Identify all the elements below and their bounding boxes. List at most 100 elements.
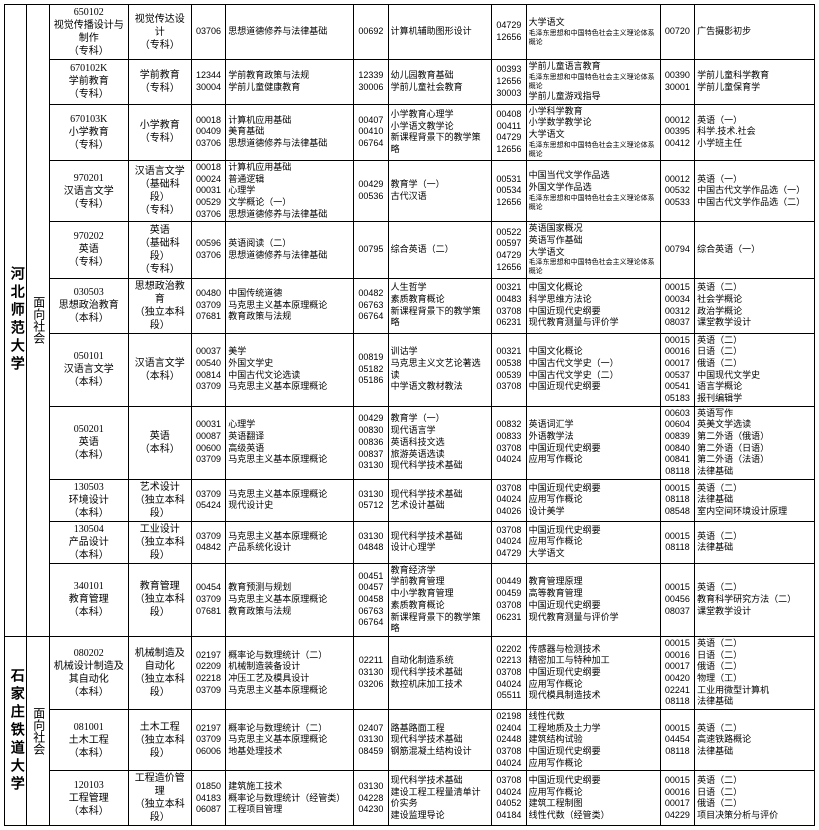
course-names-2: 现代科学技术基础建设工程工程量清单计价实务建设监理导论 bbox=[388, 771, 492, 826]
course-codes-4: 00720 bbox=[660, 5, 695, 60]
course-codes-1: 1234430004 bbox=[191, 60, 226, 105]
course-names-3: 线性代数工程地质及土力学建筑结构试验中国近现代史纲要应用写作概论 bbox=[526, 710, 660, 771]
major-cell: 050101汉语言文学（本科） bbox=[49, 333, 128, 406]
major-cell: 050201英语（本科） bbox=[49, 406, 128, 479]
course-names-2: 路基路面工程现代科学技术基础钢筋混凝土结构设计 bbox=[388, 710, 492, 771]
course-codes-2: 031300422804230 bbox=[354, 771, 389, 826]
course-names-3: 教育管理原理高等教育管理中国近现代史纲要现代教育测量与评价学 bbox=[526, 563, 660, 636]
track-cell: 汉语言文学（基础科段）（专科） bbox=[128, 160, 191, 221]
course-codes-3: 00321004830370806231 bbox=[492, 278, 527, 333]
course-names-2: 教育学（一）现代语言学英语科技文选旅游英语选读现代科学技术基础 bbox=[388, 406, 492, 479]
course-names-1: 中国传统道德马克思主义基本原理概论教育政策与法规 bbox=[226, 278, 354, 333]
course-names-1: 建筑施工技术概率论与数理统计（经管类）工程项目管理 bbox=[226, 771, 354, 826]
track-cell: 思想政治教育（独立本科段） bbox=[128, 278, 191, 333]
major-cell: 030503思想政治教育（本科） bbox=[49, 278, 128, 333]
course-names-4: 英语（二）日语（二）俄语（二）中国现代文学史语言学概论报刊编辑学 bbox=[695, 333, 815, 406]
table-row: 340101教育管理（本科）教育管理（独立本科段）004540370907681… bbox=[5, 563, 815, 636]
major-cell: 970202英语（专科） bbox=[49, 222, 128, 278]
course-codes-4: 000120039500412 bbox=[660, 104, 695, 160]
course-codes-4: 00015000340031208037 bbox=[660, 278, 695, 333]
course-codes-1: 00037005400081403709 bbox=[191, 333, 226, 406]
course-codes-3: 00832008330370804024 bbox=[492, 406, 527, 479]
course-names-2: 训诂学马克思主义文艺论著选读中学语文教材教法 bbox=[388, 333, 492, 406]
course-codes-1: 02197022090221803709 bbox=[191, 636, 226, 709]
track-cell: 视觉传达设计（专科） bbox=[128, 5, 191, 60]
course-codes-1: 0059603706 bbox=[191, 222, 226, 278]
course-codes-4: 000150001600017005370054105183 bbox=[660, 333, 695, 406]
course-names-4: 英语（一）中国古代文学作品选（一）中国古代文学作品选（二） bbox=[695, 160, 815, 221]
course-codes-2: 1233930006 bbox=[354, 60, 389, 105]
table-row: 050201英语（本科）英语（本科）00031000870060003709心理… bbox=[5, 406, 815, 479]
track-cell: 学前教育（专科） bbox=[128, 60, 191, 105]
course-codes-2: 004070041006764 bbox=[354, 104, 389, 160]
track-cell: 英语（基础科段）（专科） bbox=[128, 222, 191, 278]
table-row: 670102K学前教育（专科）学前教育（专科）1234430004学前教育政策与… bbox=[5, 60, 815, 105]
course-codes-3: 00449004590370806231 bbox=[492, 563, 527, 636]
course-codes-4: 000150811808548 bbox=[660, 479, 695, 521]
course-codes-4: 000120053200533 bbox=[660, 160, 695, 221]
course-codes-1: 00031000870060003709 bbox=[191, 406, 226, 479]
course-codes-3: 005310053412656 bbox=[492, 160, 527, 221]
table-row: 030503思想政治教育（本科）思想政治教育（独立本科段）00480037090… bbox=[5, 278, 815, 333]
course-names-2: 教育学（一）古代汉语 bbox=[388, 160, 492, 221]
major-cell: 670103K小学教育（专科） bbox=[49, 104, 128, 160]
course-codes-2: 0045100457004580676306764 bbox=[354, 563, 389, 636]
major-cell: 081001土木工程（本科） bbox=[49, 710, 128, 771]
orientation: 面向社会 bbox=[27, 5, 49, 637]
course-names-3: 学前儿童语言教育毛泽东思想和中国特色社会主义理论体系概论学前儿童游戏指导 bbox=[526, 60, 660, 105]
course-codes-4: 006030060400839008400084108118 bbox=[660, 406, 695, 479]
course-names-1: 计算机应用基础普通逻辑心理学文学概论（一）思想道德修养与法律基础 bbox=[226, 160, 354, 221]
course-codes-3: 0220202213037080402405511 bbox=[492, 636, 527, 709]
course-codes-3: 00408004110472912656 bbox=[492, 104, 527, 160]
course-names-1: 概率论与数理统计（二）机械制造装备设计冲压工艺及模具设计马克思主义基本原理概论 bbox=[226, 636, 354, 709]
course-names-1: 马克思主义基本原理概论产品系统化设计 bbox=[226, 521, 354, 563]
course-codes-4: 000150001600017004200224108118 bbox=[660, 636, 695, 709]
course-codes-2: 00692 bbox=[354, 5, 389, 60]
course-names-4: 英语（二）日语（二）俄语（二）物理（工）工业用微型计算机法律基础 bbox=[695, 636, 815, 709]
course-names-4: 英语（二）社会学概论政治学概论课堂教学设计 bbox=[695, 278, 815, 333]
major-cell: 340101教育管理（本科） bbox=[49, 563, 128, 636]
major-cell: 080202机械设计制造及其自动化（本科） bbox=[49, 636, 128, 709]
major-cell: 120103工程管理（本科） bbox=[49, 771, 128, 826]
course-names-2: 计算机辅助图形设计 bbox=[388, 5, 492, 60]
course-codes-2: 0042900536 bbox=[354, 160, 389, 221]
major-cell: 130503环境设计（本科） bbox=[49, 479, 128, 521]
course-names-3: 中国文化概论中国古代文学史（一）中国古代文学史（二）中国近现代史纲要 bbox=[526, 333, 660, 406]
course-names-4: 英语（二）日语（二）俄语（二）项目决策分析与评价 bbox=[695, 771, 815, 826]
course-names-4: 英语（二）高速铁路概论法律基础 bbox=[695, 710, 815, 771]
course-names-2: 现代科学技术基础设计心理学 bbox=[388, 521, 492, 563]
track-cell: 艺术设计（独立本科段） bbox=[128, 479, 191, 521]
track-cell: 汉语言文学（本科） bbox=[128, 333, 191, 406]
track-cell: 工业设计（独立本科段） bbox=[128, 521, 191, 563]
course-codes-4: 00794 bbox=[660, 222, 695, 278]
course-codes-2: 008190518205186 bbox=[354, 333, 389, 406]
course-names-3: 中国文化概论科学思维方法论中国近现代史纲要现代教育测量与评价学 bbox=[526, 278, 660, 333]
course-codes-4: 0039030001 bbox=[660, 60, 695, 105]
course-codes-1: 004800370907681 bbox=[191, 278, 226, 333]
course-names-4: 英语（一）科学.技术.社会小学班主任 bbox=[695, 104, 815, 160]
course-names-1: 教育预测与规划马克思主义基本原理概论教育政策与法规 bbox=[226, 563, 354, 636]
course-names-3: 中国近现代史纲要应用写作概论大学语文 bbox=[526, 521, 660, 563]
table-row: 130504产品设计（本科）工业设计（独立本科段）0370904842马克思主义… bbox=[5, 521, 815, 563]
course-names-4: 英语写作英美文学选读第二外语（俄语）第二外语（日语）第二外语（法语）法律基础 bbox=[695, 406, 815, 479]
course-names-1: 计算机应用基础美育基础思想道德修养与法律基础 bbox=[226, 104, 354, 160]
table-row: 081001土木工程（本科）土木工程（独立本科段）021970370906006… bbox=[5, 710, 815, 771]
course-names-1: 学前教育政策与法规学前儿童健康教育 bbox=[226, 60, 354, 105]
table-row: 970201汉语言文学（专科）汉语言文学（基础科段）（专科）0001800024… bbox=[5, 160, 815, 221]
course-names-4: 综合英语（一） bbox=[695, 222, 815, 278]
course-codes-3: 037080402404026 bbox=[492, 479, 527, 521]
course-names-2: 教育经济学学前教育管理中小学教育管理素质教育概论新课程背景下的教学策略 bbox=[388, 563, 492, 636]
course-names-4: 英语（二）教育科学研究方法（二）课堂教学设计 bbox=[695, 563, 815, 636]
course-codes-2: 022110313003206 bbox=[354, 636, 389, 709]
course-codes-1: 03706 bbox=[191, 5, 226, 60]
course-codes-2: 0042900830008360083703130 bbox=[354, 406, 389, 479]
course-names-3: 小学科学教育小学数学教学论大学语文毛泽东思想和中国特色社会主义理论体系概论 bbox=[526, 104, 660, 160]
course-names-1: 概率论与数理统计（二）马克思主义基本原理概论地基处理技术 bbox=[226, 710, 354, 771]
course-names-1: 思想道德修养与法律基础 bbox=[226, 5, 354, 60]
course-names-3: 英语国家概况英语写作基础大学语文毛泽东思想和中国特色社会主义理论体系概论 bbox=[526, 222, 660, 278]
course-codes-1: 018500418306087 bbox=[191, 771, 226, 826]
course-names-2: 小学教育心理学小学语文教学论新课程背景下的教学策略 bbox=[388, 104, 492, 160]
course-codes-3: 03708040240405204184 bbox=[492, 771, 527, 826]
course-codes-3: 003931265630003 bbox=[492, 60, 527, 105]
major-cell: 650102视觉传播设计与制作（专科） bbox=[49, 5, 128, 60]
